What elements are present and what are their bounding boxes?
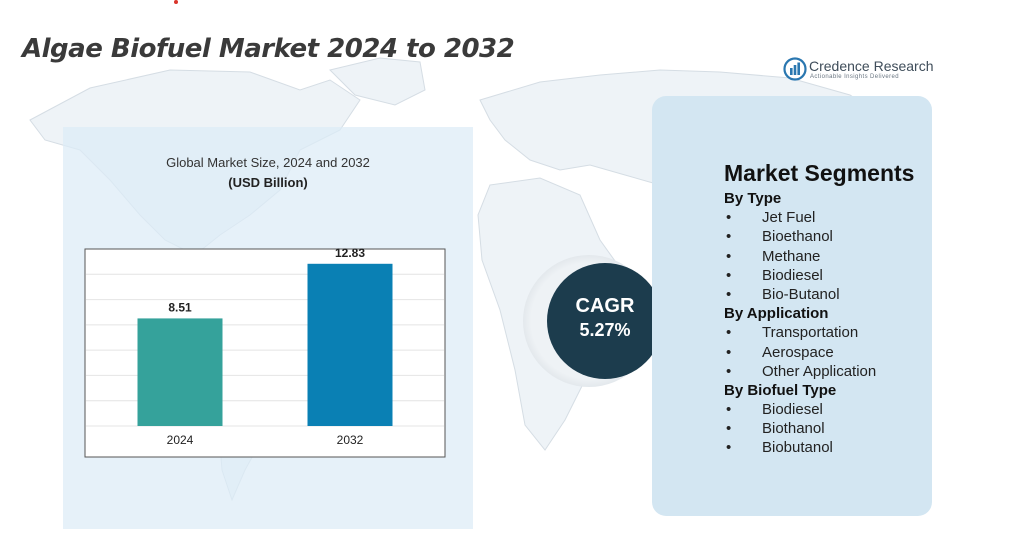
bullet-icon: •	[726, 401, 732, 419]
chart-title: Global Market Size, 2024 and 2032	[166, 155, 370, 170]
bullet-icon: •	[726, 209, 732, 227]
list-item-text: Biobutanol	[762, 439, 833, 457]
bullet-icon: •	[726, 324, 732, 342]
list-item: • Aerospace	[724, 343, 836, 362]
logo-icon	[783, 57, 807, 81]
x-tick-label-2032: 2032	[337, 433, 364, 447]
list-item-text: Aerospace	[762, 343, 834, 361]
bullet-icon: •	[726, 420, 732, 438]
cagr-badge: CAGR 5.27%	[547, 263, 663, 379]
cagr-value: 5.27%	[579, 320, 631, 340]
list-item-text: Methane	[762, 247, 821, 265]
bullet-icon: •	[726, 285, 732, 303]
chart-unit: (USD Billion)	[228, 175, 308, 190]
list-item-text: Other Application	[762, 362, 877, 380]
data-label-2024: 8.51	[168, 300, 192, 314]
bullet-icon: •	[726, 247, 732, 265]
list-item: • Other Application	[724, 362, 876, 381]
bar-chart: 8.51 2024 12.83 2032	[84, 246, 446, 458]
list-item-text: Bio-Butanol	[762, 285, 840, 303]
page-title: Algae Biofuel Market 2024 to 2032	[22, 34, 515, 64]
list-item: • Biothanol	[724, 419, 836, 438]
segments-title: Market Segments	[724, 160, 915, 186]
red-dot	[174, 0, 178, 4]
list-item: • Biobutanol	[724, 438, 836, 457]
x-tick-label-2024: 2024	[167, 433, 194, 447]
bar-2032	[307, 263, 393, 426]
chart-panel: Global Market Size, 2024 and 2032 (USD B…	[63, 127, 473, 529]
list-item-text: Biodiesel	[762, 401, 823, 419]
list-item-text: Biothanol	[762, 420, 825, 438]
list-item-text: Transportation	[762, 324, 859, 342]
segments-list: By Type • Jet Fuel • Bioethanol • Methane •…	[724, 189, 876, 458]
bullet-icon: •	[726, 362, 732, 380]
bars-group: 8.51 2024 12.83 2032	[137, 246, 393, 447]
bullet-icon: •	[726, 228, 732, 246]
bullet-icon: •	[726, 439, 732, 457]
segment-heading-type: By Type	[724, 190, 782, 207]
list-item-text: Bioethanol	[762, 228, 833, 246]
market-segments-panel: Market Segments By Type • Jet Fuel • Bioet…	[652, 96, 932, 516]
data-label-2032: 12.83	[335, 246, 365, 260]
list-item-text: Biodiesel	[762, 266, 823, 284]
bullet-icon: •	[726, 266, 732, 284]
logo-tagline: Actionable Insights Delivered	[810, 74, 899, 80]
bar-2024	[137, 318, 223, 426]
segment-heading-application: By Application	[724, 305, 829, 323]
segment-heading-biofuel-type: By Biofuel Type	[724, 381, 837, 399]
list-item: • Biodiesel	[724, 266, 836, 285]
list-item: • Biodiesel	[724, 400, 836, 419]
list-item: • Jet Fuel	[724, 208, 836, 227]
logo-name: Credence Research	[809, 58, 934, 74]
bullet-icon: •	[726, 343, 732, 361]
list-item: • Bio-Butanol	[724, 285, 840, 304]
list-item: • Transportation	[724, 323, 858, 342]
list-item: • Methane	[724, 247, 836, 266]
cagr-label: CAGR	[575, 295, 635, 317]
list-item: • Bioethanol	[724, 227, 836, 246]
credence-research-logo: Credence Research Actionable Insights De…	[783, 55, 943, 85]
list-item-text: Jet Fuel	[762, 209, 816, 227]
